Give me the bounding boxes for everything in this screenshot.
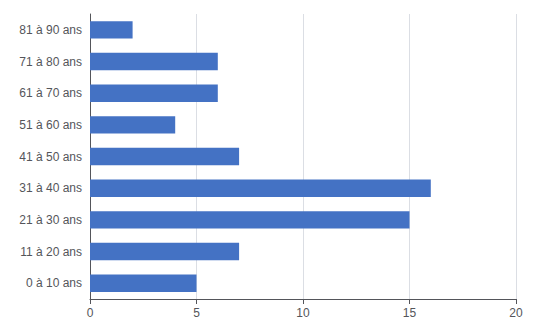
svg-text:81 à 90 ans: 81 à 90 ans — [19, 23, 82, 37]
svg-text:20: 20 — [509, 306, 523, 320]
svg-text:41 à 50 ans: 41 à 50 ans — [19, 150, 82, 164]
svg-text:21 à 30 ans: 21 à 30 ans — [19, 213, 82, 227]
svg-text:51 à 60 ans: 51 à 60 ans — [19, 118, 82, 132]
svg-text:0 à 10 ans: 0 à 10 ans — [26, 276, 82, 290]
svg-text:71 à 80 ans: 71 à 80 ans — [19, 55, 82, 69]
svg-text:31 à 40 ans: 31 à 40 ans — [19, 181, 82, 195]
svg-text:61 à 70 ans: 61 à 70 ans — [19, 86, 82, 100]
svg-text:0: 0 — [87, 306, 94, 320]
svg-text:10: 10 — [296, 306, 310, 320]
svg-text:11 à 20 ans: 11 à 20 ans — [20, 245, 82, 259]
svg-text:15: 15 — [403, 306, 417, 320]
svg-text:5: 5 — [193, 306, 200, 320]
